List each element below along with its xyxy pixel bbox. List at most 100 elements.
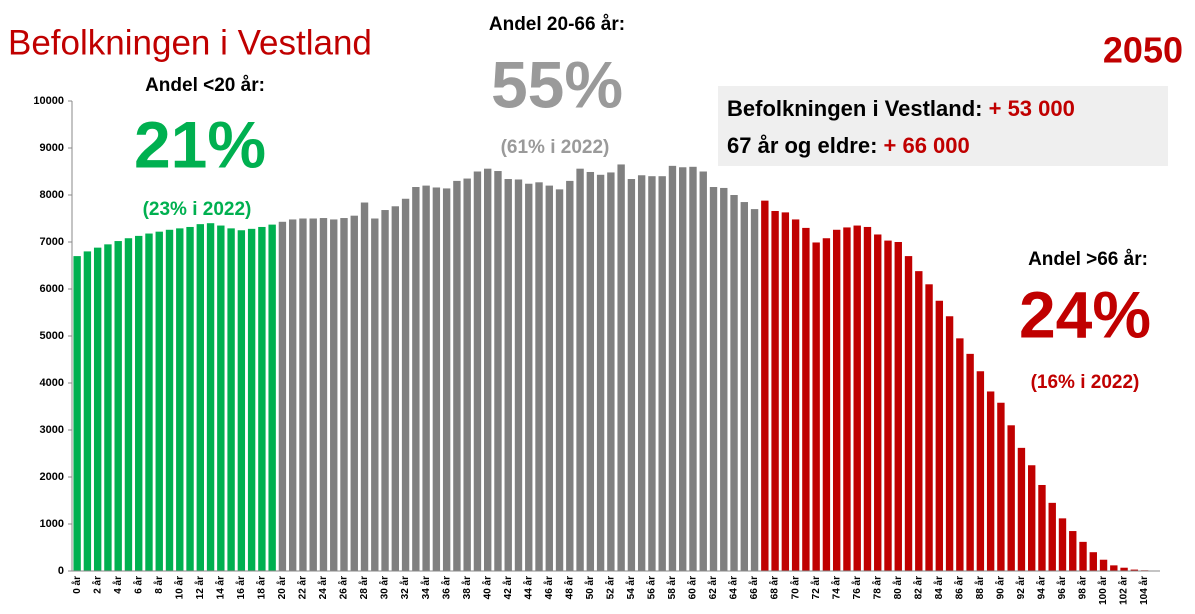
x-tick-label: 28 år (358, 576, 370, 599)
chart-title: Befolkningen i Vestland (8, 23, 372, 62)
bar (1048, 502, 1056, 571)
x-tick-label: 24 år (317, 576, 329, 599)
bar (1120, 567, 1128, 571)
bar (617, 164, 625, 571)
y-tick-label: 7000 (40, 236, 64, 248)
x-tick-label: 52 år (605, 576, 617, 599)
bar (525, 183, 533, 571)
bar (863, 226, 872, 571)
bar (1130, 569, 1139, 571)
x-tick-label: 92 år (1015, 576, 1027, 599)
bar (412, 187, 420, 571)
bar (576, 168, 584, 571)
y-tick-label: 6000 (40, 283, 64, 295)
annotation-heading: Andel >66 år: (1028, 249, 1148, 270)
annotation-previous: (23% i 2022) (143, 199, 252, 220)
bar (124, 238, 133, 572)
bar (730, 195, 738, 571)
x-tick-label: 42 år (502, 576, 514, 599)
bar (278, 221, 287, 572)
y-tick-label: 5000 (40, 330, 64, 342)
bar (668, 165, 677, 572)
y-tick-label: 4000 (40, 377, 64, 389)
x-tick-label: 96 år (1056, 576, 1068, 599)
bar (956, 338, 964, 571)
bar (247, 228, 256, 571)
bar (586, 171, 595, 571)
x-tick-label: 66 år (748, 576, 760, 599)
bar (945, 316, 954, 571)
bar (350, 215, 358, 571)
y-tick-label: 3000 (40, 424, 64, 436)
bar (196, 224, 204, 571)
x-tick-label: 14 år (214, 576, 226, 599)
bar (720, 187, 728, 571)
bar (535, 182, 543, 571)
bar (1038, 484, 1046, 571)
bar (258, 226, 266, 571)
bar (997, 402, 1005, 571)
bar (114, 241, 122, 571)
annotation-share: 21% (134, 107, 266, 181)
x-tick-label: 72 år (810, 576, 822, 599)
y-tick-label: 8000 (40, 189, 64, 201)
annotation-share: 55% (491, 47, 623, 121)
x-tick-label: 10 år (173, 576, 185, 599)
annotation-heading: Andel <20 år: (145, 75, 265, 96)
bar (607, 172, 615, 571)
bar (843, 227, 851, 571)
bar (360, 202, 369, 571)
bar (761, 200, 769, 571)
bar (976, 371, 985, 571)
x-tick-label: 12 år (194, 576, 206, 599)
bar (915, 271, 923, 571)
y-tick-label: 9000 (40, 142, 64, 154)
bar (93, 247, 102, 571)
bar (699, 171, 707, 571)
x-tick-label: 50 år (584, 576, 596, 599)
bar (504, 179, 512, 571)
bar (822, 238, 831, 572)
x-tick-label: 80 år (892, 576, 904, 599)
x-tick-label: 48 år (563, 576, 575, 599)
bar (986, 391, 995, 571)
bar (135, 235, 143, 571)
bar (1110, 565, 1118, 571)
x-tick-label: 6 år (132, 576, 144, 594)
summary-box (718, 86, 1168, 166)
x-tick-label: 78 år (871, 576, 883, 599)
x-tick-label: 104 år (1138, 576, 1150, 605)
summary-label: 67 år og eldre: (727, 133, 877, 158)
bar (781, 212, 790, 571)
x-tick-label: 20 år (276, 576, 288, 599)
bar (1058, 518, 1067, 571)
bar (874, 234, 882, 572)
summary-line: 67 år og eldre: + 66 000 (727, 133, 970, 158)
bar (658, 176, 666, 571)
bar (802, 227, 810, 571)
x-tick-label: 56 år (646, 576, 658, 599)
bar (371, 218, 379, 571)
bar (237, 230, 246, 571)
x-tick-label: 2 år (91, 576, 103, 594)
x-tick-label: 38 år (461, 576, 473, 599)
bar (494, 171, 502, 571)
bar (935, 300, 944, 571)
bar (791, 219, 800, 571)
bar (309, 218, 317, 571)
bar (227, 228, 235, 571)
bar (555, 189, 564, 572)
summary-line: Befolkningen i Vestland: + 53 000 (727, 96, 1075, 121)
x-tick-label: 36 år (440, 576, 452, 599)
x-tick-label: 30 år (379, 576, 391, 599)
bar (442, 188, 451, 572)
x-tick-label: 68 år (769, 576, 781, 599)
x-tick-label: 90 år (995, 576, 1007, 599)
x-tick-label: 70 år (789, 576, 801, 599)
annotation-previous: (16% i 2022) (1031, 372, 1140, 393)
bar (679, 167, 687, 571)
x-tick-label: 86 år (953, 576, 965, 599)
summary-label: Befolkningen i Vestland: (727, 96, 982, 121)
bar (596, 174, 605, 572)
